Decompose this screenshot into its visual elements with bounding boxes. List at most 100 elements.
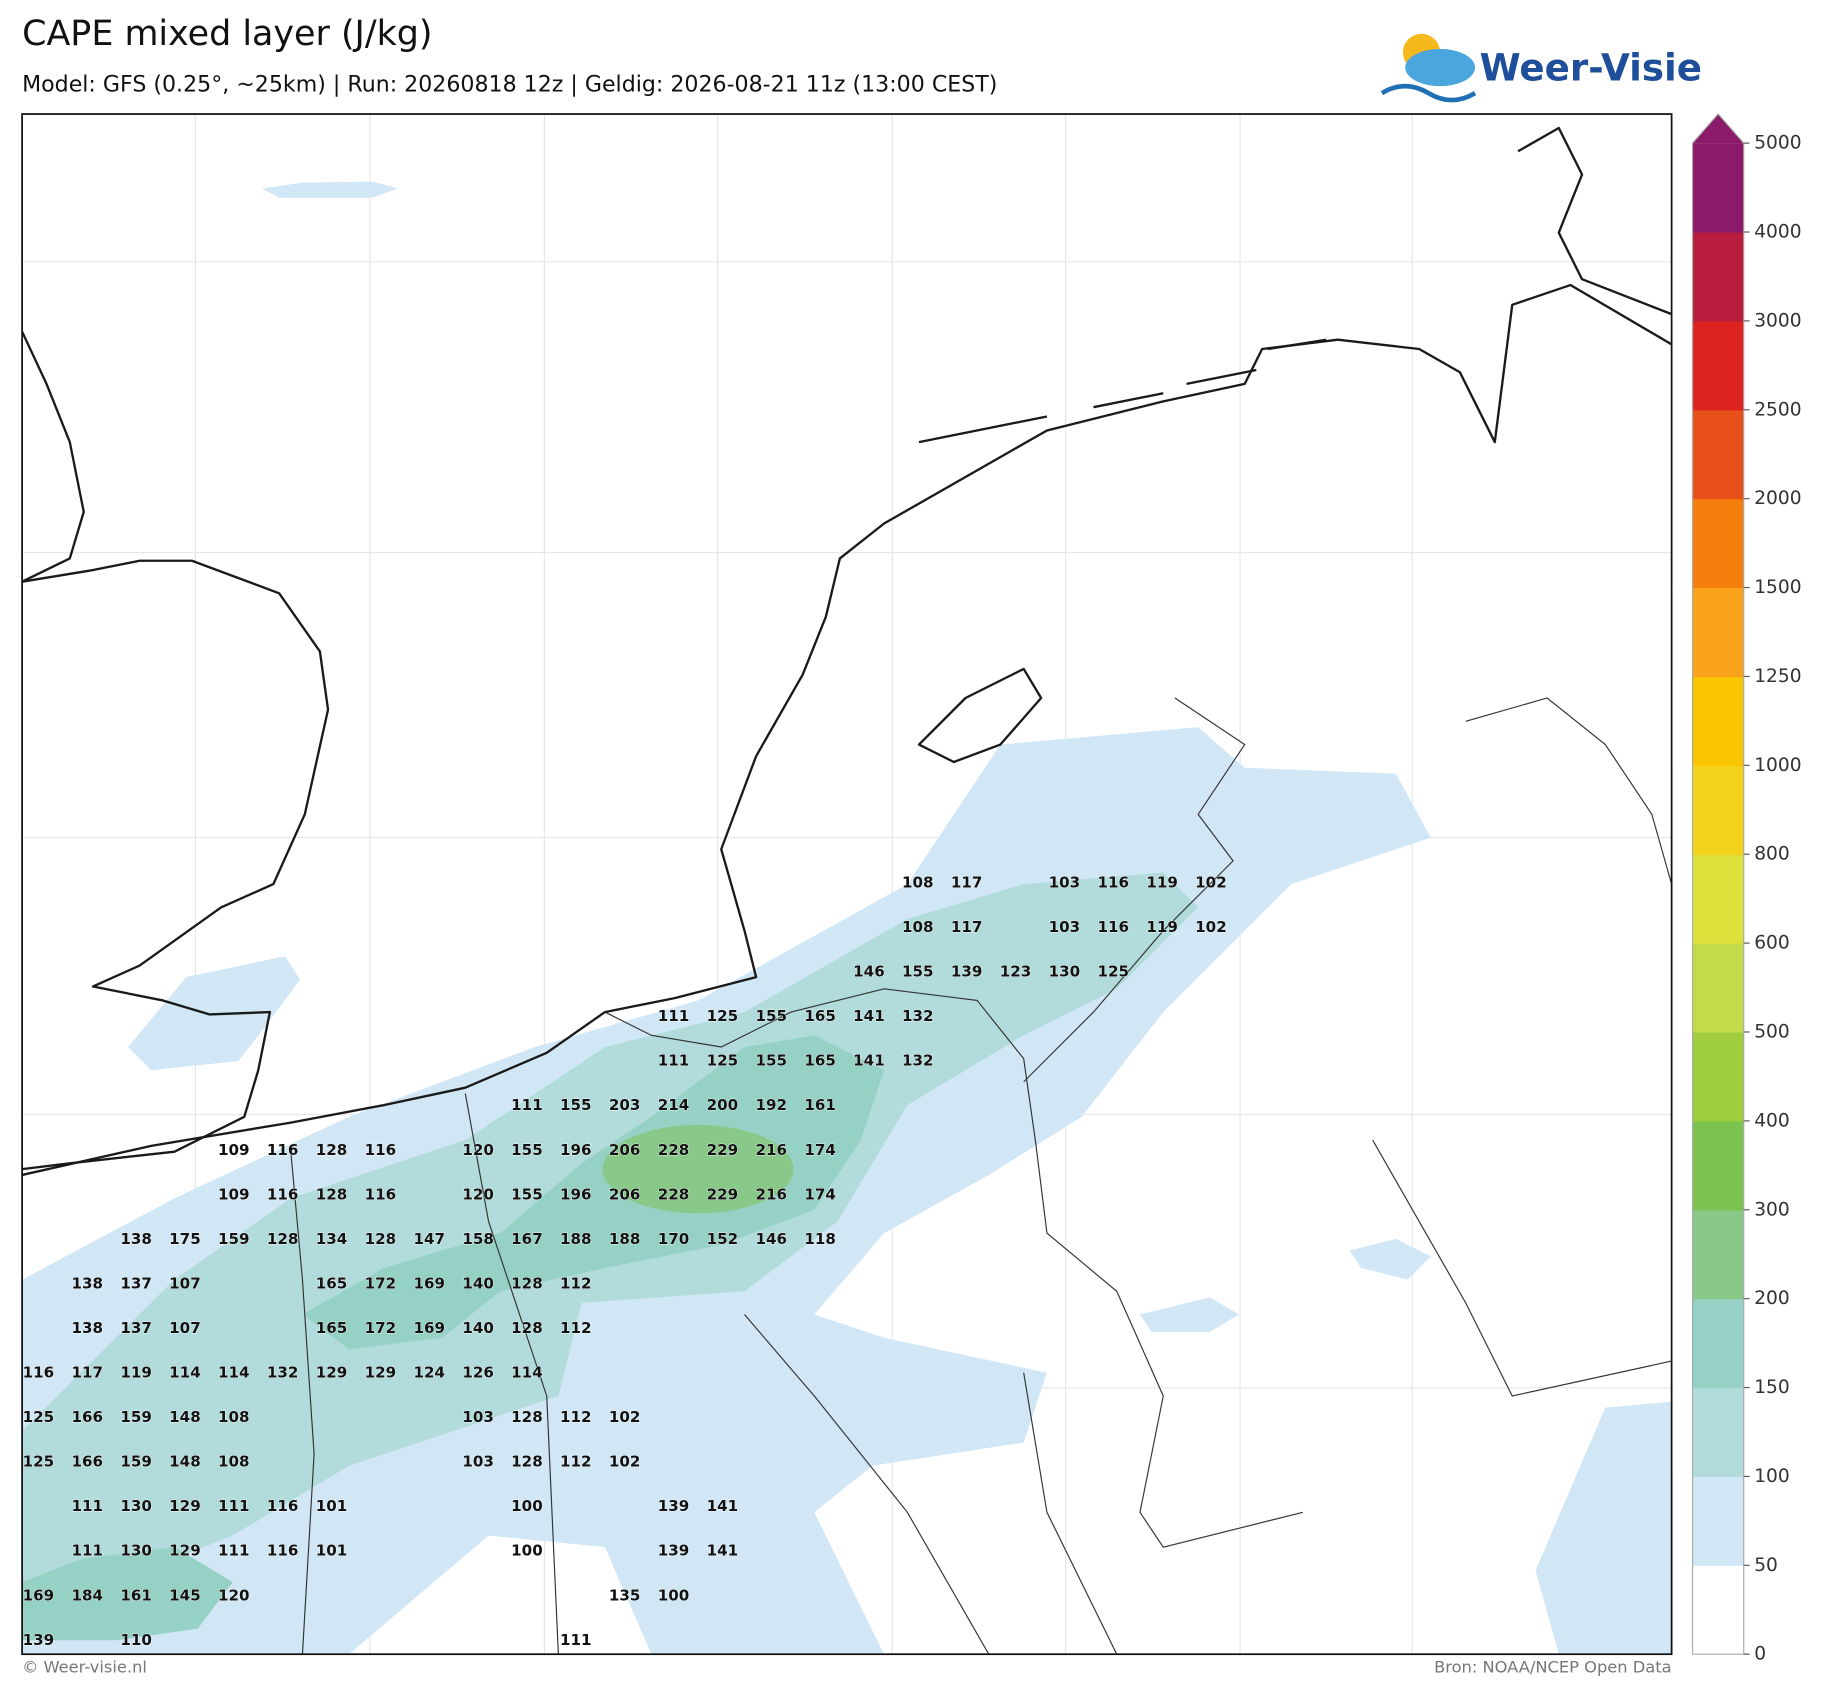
point-value: 111 — [658, 1052, 690, 1070]
colorbar-band — [1692, 854, 1744, 944]
point-value: 155 — [511, 1141, 543, 1159]
point-value: 228 — [658, 1185, 690, 1203]
point-value: 102 — [1195, 873, 1227, 891]
point-value: 112 — [560, 1274, 592, 1292]
point-value: 146 — [853, 963, 885, 981]
borders — [290, 697, 1672, 1655]
point-value: 147 — [413, 1230, 445, 1248]
point-value: 132 — [267, 1364, 299, 1382]
point-value: 108 — [902, 873, 934, 891]
point-value: 114 — [169, 1364, 201, 1382]
point-value: 116 — [267, 1542, 299, 1560]
point-value: 101 — [316, 1542, 348, 1560]
border — [1372, 697, 1672, 1397]
point-value: 116 — [267, 1497, 299, 1515]
point-value: 108 — [902, 918, 934, 936]
point-value: 112 — [560, 1453, 592, 1471]
point-value: 159 — [120, 1453, 152, 1471]
point-value: 116 — [1097, 918, 1129, 936]
point-value: 120 — [462, 1141, 494, 1159]
colorbar-outline — [1691, 113, 1745, 1655]
colorbar-band — [1692, 1209, 1744, 1300]
point-value: 155 — [755, 1052, 787, 1070]
point-value: 101 — [316, 1497, 348, 1515]
point-value: 116 — [365, 1185, 397, 1203]
border — [1023, 697, 1246, 1083]
point-value: 216 — [755, 1141, 787, 1159]
colorbar-band — [1692, 1031, 1744, 1122]
point-value: 169 — [23, 1586, 55, 1604]
point-value: 128 — [365, 1230, 397, 1248]
point-value: 103 — [462, 1453, 494, 1471]
point-value: 155 — [511, 1185, 543, 1203]
logo-text: Weer-Visie — [1480, 45, 1702, 89]
point-value: 128 — [267, 1230, 299, 1248]
coastline — [1517, 126, 1672, 316]
point-value: 169 — [413, 1274, 445, 1292]
point-value: 166 — [71, 1453, 103, 1471]
colorbar-over — [1692, 114, 1744, 144]
point-value: 206 — [609, 1185, 641, 1203]
border — [290, 1093, 559, 1655]
point-value: 124 — [413, 1364, 445, 1382]
colorbar-band — [1692, 143, 1744, 233]
point-value: 165 — [316, 1319, 348, 1337]
point-value: 117 — [71, 1364, 103, 1382]
point-value: 117 — [951, 918, 983, 936]
point-value: 138 — [120, 1230, 152, 1248]
coastlines — [22, 126, 1672, 1177]
point-value: 196 — [560, 1141, 592, 1159]
point-value: 206 — [609, 1141, 641, 1159]
colorbar-label: 4000 — [1754, 222, 1801, 243]
point-value: 132 — [902, 1052, 934, 1070]
point-value: 119 — [1146, 918, 1178, 936]
cape-shading — [22, 181, 1672, 1655]
colorbar: 0 50 100 150 200 300 400 500 600 800 1000 1250 1500 2… — [1691, 113, 1802, 1665]
point-value: 139 — [658, 1497, 690, 1515]
point-value: 102 — [609, 1408, 641, 1426]
point-value: 174 — [804, 1141, 836, 1159]
point-value: 139 — [658, 1542, 690, 1560]
coastline — [22, 559, 330, 1171]
point-values: 108 117 103 116 119 102 108 117 103 116 119 102 146 1… — [22, 873, 1227, 1649]
point-value: 111 — [560, 1631, 592, 1649]
colorbar-band — [1692, 1120, 1744, 1211]
border — [744, 1314, 1118, 1655]
point-value: 108 — [218, 1408, 250, 1426]
point-value: 125 — [23, 1408, 55, 1426]
point-value: 158 — [462, 1230, 494, 1248]
point-value: 116 — [267, 1141, 299, 1159]
colorbar-band — [1692, 320, 1744, 411]
point-value: 103 — [1049, 873, 1081, 891]
point-value: 138 — [71, 1274, 103, 1292]
colorbar-label: 1000 — [1754, 755, 1801, 776]
point-value: 148 — [169, 1453, 201, 1471]
colorbar-label: 100 — [1754, 1466, 1790, 1487]
point-value: 125 — [23, 1453, 55, 1471]
shade-50 — [1535, 1401, 1672, 1655]
point-value: 140 — [462, 1274, 494, 1292]
point-value: 167 — [511, 1230, 543, 1248]
point-value: 125 — [707, 1007, 739, 1025]
point-value: 116 — [1097, 873, 1129, 891]
point-value: 116 — [23, 1364, 55, 1382]
point-value: 130 — [1049, 963, 1081, 981]
colorbar-band — [1692, 587, 1744, 678]
point-value: 117 — [951, 873, 983, 891]
point-value: 114 — [218, 1364, 250, 1382]
colorbar-label: 800 — [1754, 844, 1790, 865]
point-value: 140 — [462, 1319, 494, 1337]
point-value: 228 — [658, 1141, 690, 1159]
point-value: 152 — [707, 1230, 739, 1248]
point-value: 229 — [707, 1185, 739, 1203]
point-value: 188 — [560, 1230, 592, 1248]
point-value: 125 — [1097, 963, 1129, 981]
point-value: 100 — [658, 1586, 690, 1604]
point-value: 119 — [120, 1364, 152, 1382]
colorbar-label: 600 — [1754, 933, 1790, 954]
point-value: 111 — [218, 1497, 250, 1515]
colorbar-label: 1500 — [1754, 577, 1801, 598]
point-value: 184 — [71, 1586, 103, 1604]
